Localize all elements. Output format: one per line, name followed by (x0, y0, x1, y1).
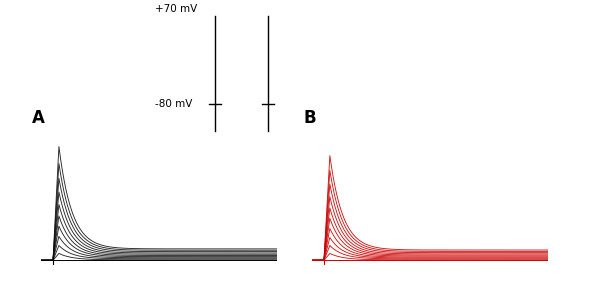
Text: B: B (303, 109, 316, 127)
Text: -80 mV: -80 mV (154, 99, 192, 109)
Text: +70 mV: +70 mV (154, 5, 197, 14)
Text: A: A (32, 109, 45, 127)
